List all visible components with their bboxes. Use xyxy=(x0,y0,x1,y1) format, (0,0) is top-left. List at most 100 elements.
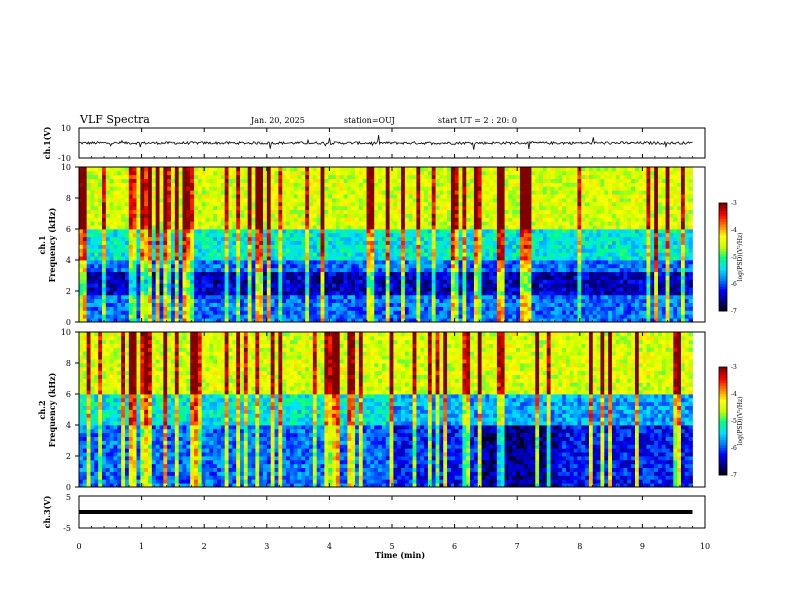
spectrogram-cell xyxy=(546,217,552,222)
spectrogram-cell xyxy=(174,225,180,230)
spectrogram-cell xyxy=(209,302,214,307)
spectrogram-cell xyxy=(243,170,249,176)
spectrogram-cell xyxy=(485,201,490,207)
spectrogram-cell xyxy=(259,178,264,183)
spectrogram-cell xyxy=(370,190,375,195)
spectrogram-cell xyxy=(320,182,325,187)
spectrogram-cell xyxy=(79,302,84,307)
spectrogram-cell xyxy=(328,318,333,323)
spectrogram-cell xyxy=(243,167,249,172)
spectrogram-cell xyxy=(136,244,141,249)
spectrogram-cell xyxy=(151,240,157,245)
spectrogram-cell xyxy=(217,221,222,226)
spectrogram-cell xyxy=(228,229,233,234)
spectrogram-cell xyxy=(450,205,456,211)
spectrogram-cell xyxy=(171,167,176,172)
spectrogram-cell xyxy=(358,194,364,199)
spectrogram-cell xyxy=(435,209,440,214)
spectrogram-cell xyxy=(389,217,394,222)
spectrogram-cell xyxy=(316,271,321,276)
spectrogram-cell xyxy=(102,271,107,276)
spectrogram-cell xyxy=(435,178,440,183)
spectrogram-cell xyxy=(519,240,525,245)
spectrogram-cell xyxy=(293,209,298,214)
spectrogram-cell xyxy=(516,217,521,222)
spectrogram-cell xyxy=(232,256,237,261)
spectrogram-cell xyxy=(186,198,191,203)
spectrogram-cell xyxy=(546,178,552,183)
spectrogram-cell xyxy=(301,221,306,226)
spectrogram-cell xyxy=(312,263,318,269)
spectrogram-cell xyxy=(328,260,333,265)
spectrogram-cell xyxy=(86,260,91,265)
spectrogram-cell xyxy=(470,217,475,222)
spectrogram-cell xyxy=(194,294,199,300)
spectrogram-cell xyxy=(424,198,429,203)
spectrogram-cell xyxy=(328,221,333,226)
spectrogram-cell xyxy=(370,225,375,230)
spectrogram-cell xyxy=(79,186,84,191)
spectrogram-cell xyxy=(335,225,341,230)
spectrogram-cell xyxy=(519,260,525,265)
spectrogram-cell xyxy=(435,174,440,180)
spectrogram-cell xyxy=(535,256,540,261)
spectrogram-cell xyxy=(297,217,302,222)
spectrogram-cell xyxy=(454,186,459,191)
spectrogram-cell xyxy=(117,256,122,261)
spectrogram-cell xyxy=(374,174,379,180)
spectrogram-cell xyxy=(86,201,91,207)
spectrogram-cell xyxy=(274,256,279,261)
spectrogram-cell xyxy=(401,213,406,218)
spectrogram-cell xyxy=(378,287,383,292)
spectrogram-cell xyxy=(401,201,406,207)
spectrogram-cell xyxy=(374,236,379,242)
spectrogram-cell xyxy=(535,194,540,199)
spectrogram-cell xyxy=(481,186,486,191)
spectrogram-cell xyxy=(224,279,229,284)
spectrogram-cell xyxy=(136,225,141,230)
spectrogram-cell xyxy=(224,190,229,195)
spectrogram-cell xyxy=(144,244,149,249)
spectrogram-cell xyxy=(286,302,291,307)
spectrogram-cell xyxy=(355,174,360,180)
spectrogram-cell xyxy=(293,318,298,323)
spectrogram-cell xyxy=(98,256,103,261)
spectrogram-cell xyxy=(347,244,352,249)
spectrogram-cell xyxy=(79,318,84,323)
spectrogram-cell xyxy=(125,232,130,238)
spectrogram-cell xyxy=(358,275,364,280)
spectrogram-cell xyxy=(201,221,206,226)
spectrogram-cell xyxy=(125,310,130,315)
spectrogram-cell xyxy=(82,186,88,191)
spectrogram-cell xyxy=(554,314,559,319)
spectrogram-cell xyxy=(508,298,513,304)
spectrogram-cell xyxy=(500,198,505,203)
spectrogram-cell xyxy=(424,217,429,222)
spectrogram-cell xyxy=(167,240,172,245)
spectrogram-cell xyxy=(435,232,440,238)
spectrogram-cell xyxy=(182,291,187,296)
spectrogram-cell xyxy=(255,201,260,207)
spectrogram-cell xyxy=(90,201,95,207)
spectrogram-cell xyxy=(243,248,249,253)
spectrogram-cell xyxy=(266,294,272,300)
spectrogram-cell xyxy=(539,186,544,191)
spectrogram-cell xyxy=(155,209,160,214)
spectrogram-cell xyxy=(408,225,413,230)
spectrogram-cell xyxy=(121,205,126,211)
spectrogram-cell xyxy=(496,248,502,253)
spectrogram-cell xyxy=(554,263,559,269)
spectrogram-cell xyxy=(527,306,532,311)
spectrogram-cell xyxy=(86,306,91,311)
spectrogram-cell xyxy=(197,283,203,288)
spectrogram-cell xyxy=(312,229,318,234)
spectrogram-cell xyxy=(171,194,176,199)
spectrogram-cell xyxy=(335,294,341,300)
spectrogram-cell xyxy=(132,298,137,304)
spectrogram-cell xyxy=(205,205,210,211)
spectrogram-cell xyxy=(470,209,475,214)
spectrogram-cell xyxy=(358,314,364,319)
spectrogram-cell xyxy=(355,248,360,253)
spectrogram-cell xyxy=(351,182,356,187)
spectrogram-cell xyxy=(217,302,222,307)
